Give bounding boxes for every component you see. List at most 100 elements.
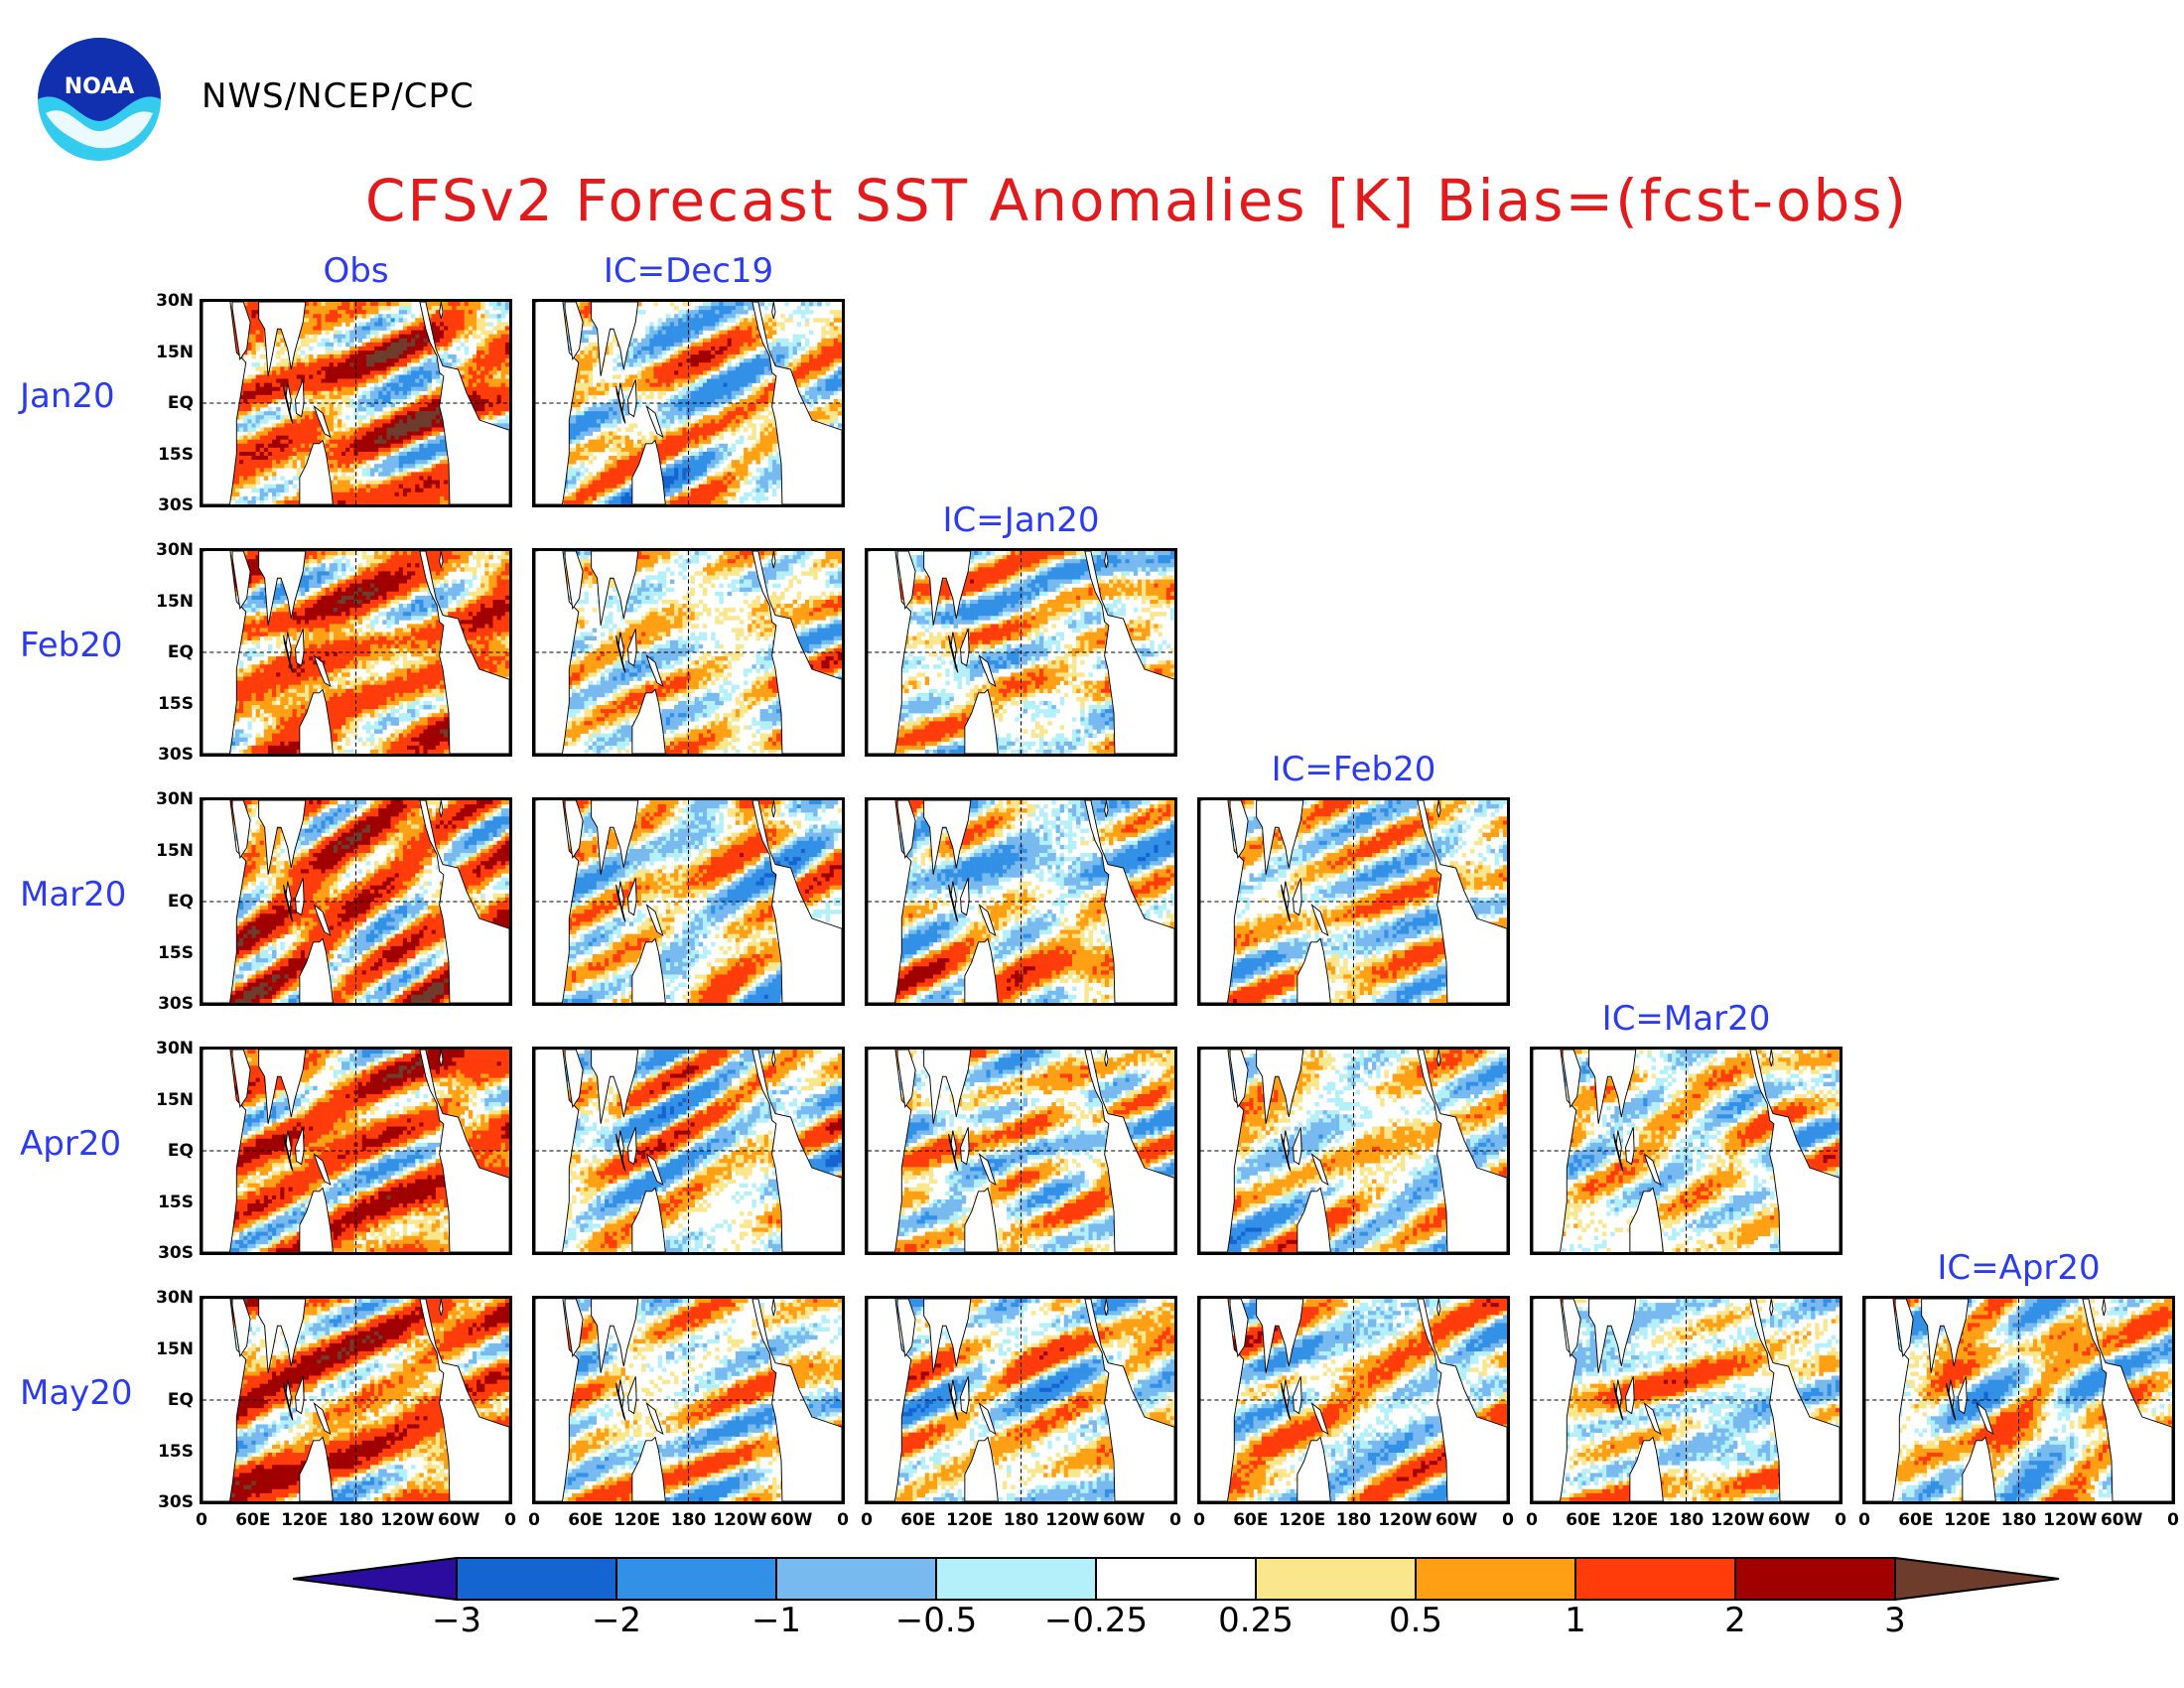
coastline [419,302,509,504]
coastline [751,1299,842,1501]
lon-tick-label: 0 [1193,1510,1205,1530]
coastline [439,1299,444,1317]
coastline [1562,1050,1581,1109]
colorbar-tick-label: 1 [1565,1601,1586,1640]
figure-title: CFSv2 Forecast SST Anomalies [K] Bias=(f… [0,167,2184,234]
coastline [299,1436,334,1501]
sst-anomaly-field [1533,1050,1840,1252]
column-label: IC=Mar20 [1602,999,1771,1039]
coastline [564,800,584,860]
sst-anomaly-field [1200,1050,1507,1252]
lat-tick-label: 30N [156,1288,194,1308]
colorbar-tick-label: 3 [1884,1601,1906,1640]
sst-anomaly-field [1200,1299,1507,1501]
coastline [645,654,664,687]
coastline [299,937,334,1003]
coastline [313,405,332,438]
colorbar-tick-label: −2 [592,1601,641,1640]
lat-tick-label: 15N [156,841,194,861]
coastline [1084,551,1174,754]
colorbar-segment [1574,1557,1736,1601]
coastline [1256,1299,1304,1373]
coastline [627,1376,637,1415]
lon-tick-label: 60W [1768,1510,1810,1530]
coastline [631,439,666,504]
coastline [231,1050,251,1109]
coastline [258,1299,307,1373]
coastline [1417,1299,1507,1501]
sst-anomaly-field [203,1299,509,1501]
colorbar-segment [1734,1557,1896,1601]
coastline [439,551,444,569]
coastline [960,629,970,667]
coastline [258,800,307,875]
coastline [591,1050,639,1124]
sst-anomaly-field [535,551,842,754]
coastline [771,302,776,320]
lon-tick-label: 0 [1526,1510,1538,1530]
lat-tick-label: EQ [168,1141,194,1161]
colorbar-segment [615,1557,777,1601]
coastline [1613,1133,1624,1172]
lon-tick-label: 60E [235,1510,270,1530]
lat-tick-label: 15N [156,1339,194,1359]
lon-tick-label: 60W [1103,1510,1145,1530]
coastline [1749,1299,1840,1501]
coastline [923,800,972,875]
coastline [751,800,842,1003]
coastline [1297,937,1331,1003]
coastline [751,1050,842,1252]
coastline [1310,904,1329,936]
row-label: May20 [20,1373,133,1413]
lon-tick-label: 0 [1858,1510,1870,1530]
coastline [258,551,307,626]
coastline [299,439,334,504]
coastline [1104,1050,1109,1067]
coastline [1417,1050,1507,1252]
coastline [283,1133,294,1172]
coastline [591,302,639,376]
colorbar-tick-label: −0.5 [895,1601,978,1640]
coastline [771,1050,776,1067]
coastline [1281,1133,1292,1172]
coastline [896,1299,916,1358]
coastline [231,800,251,860]
colorbar-tick-label: −3 [432,1601,481,1640]
coastline [948,1382,959,1421]
colorbar-tick-label: 0.25 [1218,1601,1294,1640]
sst-anomaly-field [535,800,842,1003]
sst-anomaly-field [203,800,509,1003]
coastline [2102,1299,2107,1317]
coastline [631,1436,666,1501]
lon-tick-label: 0 [504,1510,516,1530]
lon-tick-label: 60E [568,1510,603,1530]
coastline [1256,1050,1304,1124]
coastline [283,385,294,424]
lon-tick-label: 0 [861,1510,873,1530]
coastline [960,1127,970,1166]
coastline [978,654,997,687]
coastline [645,1153,664,1186]
lat-tick-label: 30S [158,1492,194,1512]
coastline [948,634,959,673]
coastline [1417,800,1507,1003]
map-panel [200,548,512,757]
coastline [313,1153,332,1186]
map-panel [1530,1296,1843,1504]
coastline [960,878,970,916]
coastline [1625,1376,1635,1415]
coastline [1958,1376,1968,1415]
coastline [896,551,916,611]
coastline [771,800,776,818]
coastline [295,878,305,916]
coastline [751,551,842,754]
coastline [1293,1127,1302,1166]
coastline [591,1299,639,1373]
row-label: Feb20 [20,626,122,665]
map-panel [865,797,1177,1006]
row-label: Mar20 [20,875,126,914]
coastline [419,551,509,754]
lat-tick-label: 30S [158,994,194,1014]
lon-tick-label: 180 [1669,1510,1705,1530]
coastline [1625,1127,1635,1166]
